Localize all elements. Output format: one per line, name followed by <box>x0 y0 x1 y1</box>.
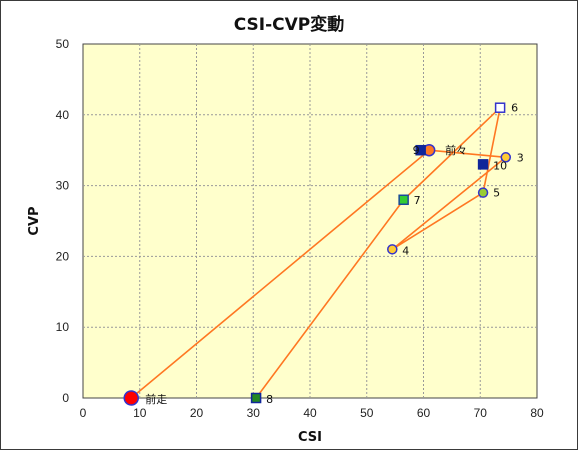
marker-前走 <box>123 390 139 406</box>
x-axis-title: CSI <box>298 430 322 445</box>
x-tick-label: 50 <box>360 406 374 420</box>
y-tick-label: 50 <box>56 37 70 51</box>
point-label-6: 6 <box>511 102 518 115</box>
axis-ticks: 0 10 20 30 40 50 60 70 80 0 10 20 30 40 50 <box>56 37 544 420</box>
x-tick-label: 80 <box>530 406 544 420</box>
point-label-8: 8 <box>266 393 273 406</box>
marker-7 <box>398 194 409 206</box>
point-label-10: 10 <box>493 159 507 172</box>
x-tick-label: 0 <box>80 406 87 420</box>
marker-4 <box>387 244 398 255</box>
point-labels: 前走 前々 3 4 5 6 7 8 9 10 <box>145 102 524 406</box>
marker-10 <box>477 159 489 170</box>
marker-8 <box>250 392 262 404</box>
y-tick-label: 20 <box>56 249 70 263</box>
connection-lines <box>130 106 507 399</box>
point-label-前々: 前々 <box>445 143 467 157</box>
marker-6 <box>494 102 506 113</box>
grid-lines <box>83 44 537 398</box>
point-label-前走: 前走 <box>145 392 167 406</box>
x-tick-label: 10 <box>133 406 147 420</box>
y-axis-title: CVP <box>27 206 42 235</box>
x-tick-label: 30 <box>247 406 261 420</box>
marker-3 <box>500 152 512 163</box>
x-tick-label: 60 <box>417 406 431 420</box>
x-tick-label: 20 <box>190 406 204 420</box>
point-label-3: 3 <box>517 151 524 164</box>
chart-title: CSI-CVP変動 <box>233 15 345 35</box>
x-tick-label: 70 <box>474 406 488 420</box>
marker-5 <box>477 187 489 198</box>
y-tick-label: 10 <box>56 320 70 334</box>
point-label-4: 4 <box>402 244 409 257</box>
marker-9 <box>415 144 426 156</box>
y-tick-label: 30 <box>56 179 70 193</box>
series-line <box>130 106 507 399</box>
y-tick-label: 40 <box>56 108 70 122</box>
data-markers <box>123 102 512 406</box>
point-label-5: 5 <box>493 187 500 200</box>
point-label-7: 7 <box>414 194 421 207</box>
x-tick-label: 40 <box>303 406 317 420</box>
y-tick-label: 0 <box>62 391 69 405</box>
point-label-9: 9 <box>413 144 420 157</box>
